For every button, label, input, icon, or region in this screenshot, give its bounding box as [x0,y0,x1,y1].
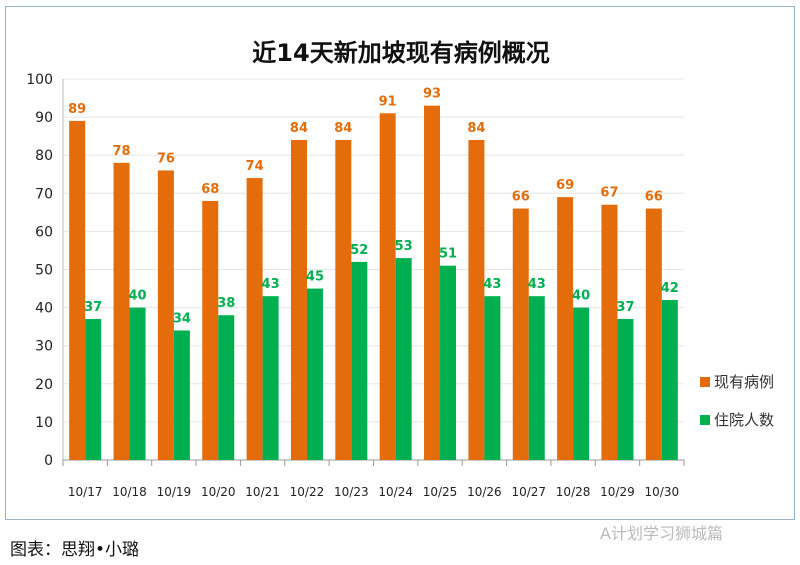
y-tick-label: 0 [44,453,53,469]
chart-title: 近14天新加坡现有病例概况 [252,39,549,67]
y-tick-label: 20 [35,377,53,393]
bar-hospitalized [85,319,102,460]
y-tick-label: 100 [26,72,53,88]
y-tick-label: 10 [35,415,53,431]
bar-hospitalized [395,258,412,460]
x-tick-label: 10/25 [423,485,458,499]
x-tick-label: 10/18 [112,485,147,499]
bar-hospitalized [528,296,545,460]
y-tick-label: 60 [35,224,53,240]
bar-hospitalized [262,296,279,460]
data-label: 52 [350,243,368,258]
bar-current-cases [379,113,396,460]
data-label: 66 [645,190,663,205]
data-label: 76 [157,151,175,166]
x-tick-label: 10/17 [68,485,103,499]
data-label: 42 [661,281,679,296]
data-label: 67 [600,186,618,201]
bar-current-cases [424,105,441,461]
bar-current-cases [290,139,307,460]
x-tick-label: 10/21 [245,485,280,499]
x-tick-label: 10/23 [334,485,369,499]
bar-current-cases [468,139,485,460]
data-label: 34 [173,311,191,326]
data-label: 38 [217,296,235,311]
bar-current-cases [557,197,574,461]
data-label: 45 [306,270,324,285]
y-tick-label: 90 [35,110,53,126]
bar-hospitalized [661,299,678,460]
bar-hospitalized [129,307,146,460]
data-label: 69 [556,178,574,193]
bar-hospitalized [173,330,190,460]
legend-swatch [700,377,710,387]
data-label: 91 [379,94,397,109]
x-tick-label: 10/30 [645,485,680,499]
watermark: A计划学习狮城篇 [600,524,723,543]
data-label: 53 [395,239,413,254]
legend-swatch [700,415,710,425]
bar-current-cases [601,204,618,460]
data-label: 43 [262,277,280,292]
bar-hospitalized [218,315,235,460]
bar-hospitalized [573,307,590,460]
bar-hospitalized [617,319,634,460]
bar-current-cases [335,139,352,460]
data-label: 89 [68,102,86,117]
data-label: 68 [201,182,219,197]
data-label: 78 [112,144,130,159]
data-label: 84 [467,121,485,136]
bar-current-cases [113,162,130,460]
data-label: 74 [246,159,264,174]
data-label: 43 [528,277,546,292]
data-label: 93 [423,87,441,102]
bar-hospitalized [351,261,368,460]
legend-label: 住院人数 [714,411,774,429]
x-tick-label: 10/29 [600,485,635,499]
data-label: 84 [334,121,352,136]
x-tick-label: 10/19 [157,485,192,499]
y-tick-label: 50 [35,263,53,279]
data-label: 37 [84,300,102,315]
bar-current-cases [157,170,174,460]
y-tick-label: 70 [35,186,53,202]
y-tick-label: 40 [35,301,53,317]
bar-current-cases [512,208,529,460]
bar-current-cases [645,208,662,460]
x-tick-label: 10/26 [467,485,502,499]
x-tick-label: 10/28 [556,485,591,499]
x-tick-label: 10/22 [290,485,325,499]
bar-current-cases [69,120,86,460]
bar-hospitalized [484,296,501,460]
data-label: 43 [483,277,501,292]
bar-current-cases [246,178,263,460]
y-tick-label: 80 [35,148,53,164]
x-tick-label: 10/24 [378,485,413,499]
bar-hospitalized [306,288,323,460]
bar-chart: 近14天新加坡现有病例概况 0 10 20 30 40 50 60 70 80 90 100 10/1… [26,39,774,499]
bar-current-cases [202,200,219,461]
data-label: 66 [512,190,530,205]
data-label: 84 [290,121,308,136]
x-tick-label: 10/27 [511,485,546,499]
x-tick-label: 10/20 [201,485,236,499]
data-label: 40 [572,289,590,304]
legend-label: 现有病例 [714,373,774,391]
bar-hospitalized [440,265,457,460]
y-tick-label: 30 [35,339,53,355]
footer-credit: 图表：思翔•小璐 [10,540,140,560]
data-label: 51 [439,247,457,262]
chart-frame: 近14天新加坡现有病例概况 0 10 20 30 40 50 60 70 80 90 100 10/1… [5,6,795,520]
data-label: 37 [616,300,634,315]
data-label: 40 [128,289,146,304]
